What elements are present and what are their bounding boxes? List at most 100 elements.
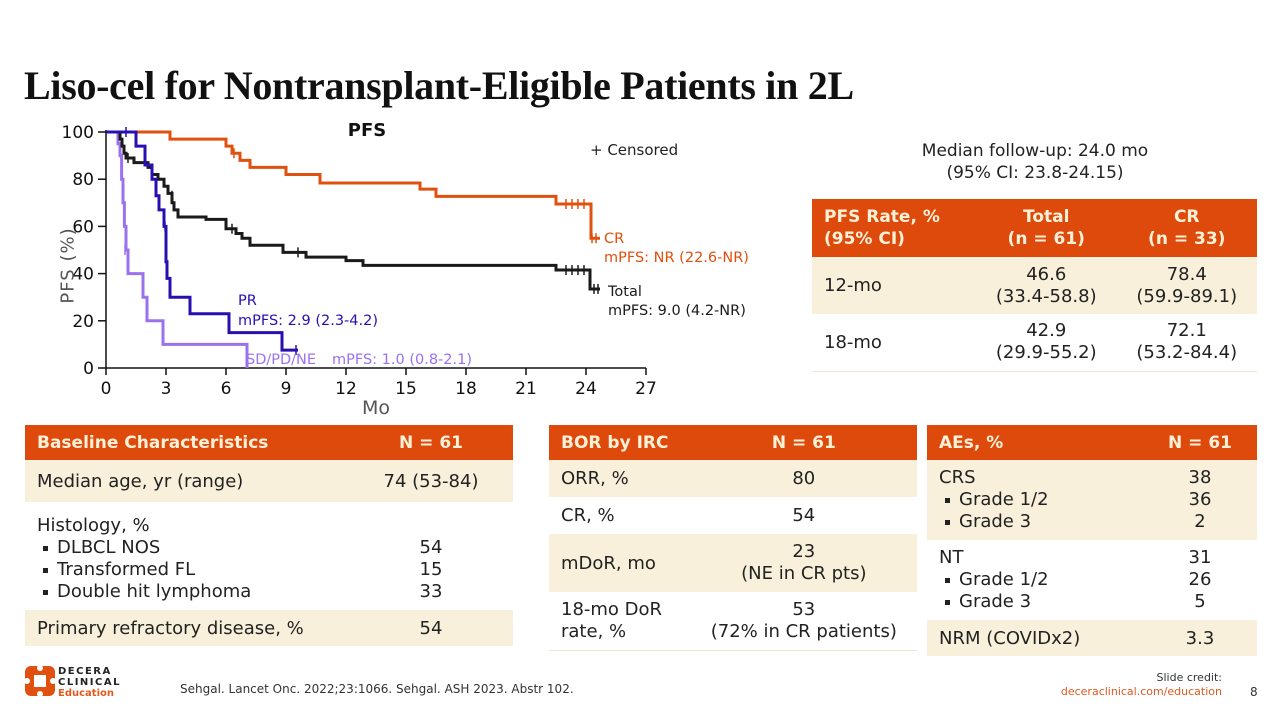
header-text: (95% CI) [824, 229, 905, 249]
pfs-rate-table: PFS Rate, % (95% CI) Total (n = 61) CR (… [812, 199, 1257, 372]
table-row: mDoR, mo 23 (NE in CR pts) [549, 534, 917, 592]
pfs-header-cr: CR (n = 33) [1116, 199, 1257, 257]
pfs-header-rate: PFS Rate, % (95% CI) [812, 199, 976, 257]
list-item: Grade 1/2 [939, 569, 1131, 591]
table-row: 12-mo 46.6 (33.4-58.8) 78.4 (59.9-89.1) [812, 257, 1257, 314]
histology-values: 54 15 33 [349, 502, 513, 610]
decera-logo-icon [25, 666, 55, 696]
row-value: 15 [419, 559, 443, 580]
list-item: Grade 3 [939, 591, 1131, 613]
followup-line2: (95% CI: 23.8-24.15) [946, 163, 1124, 183]
credit-link[interactable]: deceraclinical.com/education [1060, 685, 1222, 698]
row-label: 12-mo [812, 257, 976, 314]
header-text: (n = 61) [1007, 229, 1085, 249]
list-item: Grade 1/2 [939, 489, 1131, 511]
sub: (72% in CR patients) [710, 620, 897, 642]
km-curve-cr [106, 130, 600, 240]
row-label: 18-mo [812, 314, 976, 372]
series-label: CR [604, 231, 624, 247]
row-value: 80 [690, 460, 917, 497]
series-mpfs-label: mPFS: 2.9 (2.3-4.2) [238, 313, 378, 329]
row-label: ORR, % [549, 460, 691, 497]
x-tick-label: 27 [635, 379, 657, 399]
y-axis-label: PFS (%) [57, 227, 79, 304]
x-tick-label: 21 [515, 379, 537, 399]
row-label: NRM (COVIDx2) [927, 620, 1143, 656]
x-tick-label: 18 [455, 379, 477, 399]
ae-header: AEs, % N = 61 [927, 425, 1257, 460]
series-label: SD/PD/NE [246, 352, 316, 368]
value: 78.4 [1166, 263, 1207, 285]
histology-cell: Histology, % DLBCL NOS Transformed FL Do… [25, 502, 349, 610]
crs-cell: CRS Grade 1/2 Grade 3 [927, 460, 1143, 540]
series-mpfs-label: mPFS: NR (22.6-NR) [604, 250, 749, 266]
x-tick-label: 15 [395, 379, 417, 399]
ci: (59.9-89.1) [1136, 285, 1238, 307]
page-number: 8 [1250, 685, 1258, 699]
row-value: 54 [792, 505, 816, 526]
bor-header: BOR by IRC N = 61 [549, 425, 917, 460]
row-label: Primary refractory disease, % [25, 610, 349, 646]
row-value: 74 (53-84) [349, 460, 513, 502]
list-item: Grade 3 [939, 511, 1131, 533]
label: 18-mo DoR [561, 598, 663, 620]
header-text: PFS Rate, % [824, 207, 940, 227]
value: 53 [792, 598, 816, 620]
slide-title: Liso-cel for Nontransplant-Eligible Pati… [24, 63, 854, 108]
row-value: 36 [1188, 489, 1212, 510]
decera-logo-text: DECERA CLINICAL Education [58, 666, 121, 699]
series-label: Total [607, 284, 642, 300]
nt-values: 31 26 5 [1143, 540, 1257, 620]
row-value: 5 [1194, 591, 1206, 612]
list-item: DLBCL NOS [37, 537, 337, 559]
x-tick-label: 0 [101, 379, 112, 399]
list-item: Transformed FL [37, 559, 337, 581]
ci: (33.4-58.8) [995, 285, 1097, 307]
censored-legend: + Censored [590, 141, 678, 159]
header-text: Total [1023, 207, 1070, 227]
header-label: Baseline Characteristics [25, 425, 349, 460]
cr-cell: 78.4 (59.9-89.1) [1116, 257, 1257, 314]
table-row: NRM (COVIDx2) 3.3 [927, 620, 1257, 656]
list-item: Double hit lymphoma [37, 581, 337, 603]
row-value: 33 [419, 581, 443, 602]
ae-table: AEs, % N = 61 CRS Grade 1/2 Grade 3 38 3… [927, 425, 1257, 656]
header-n: N = 61 [690, 425, 917, 460]
row-value: 54 [349, 610, 513, 646]
logo-line: CLINICAL [58, 677, 121, 688]
bor-table: BOR by IRC N = 61 ORR, % 80 CR, % 54 mDo… [549, 425, 917, 651]
table-row: Histology, % DLBCL NOS Transformed FL Do… [25, 502, 513, 610]
y-tick-label: 60 [72, 217, 94, 237]
row-value: 53 (72% in CR patients) [690, 592, 917, 651]
label: rate, % [561, 620, 627, 642]
row-value: 23 (NE in CR pts) [690, 534, 917, 592]
chart-title: PFS [348, 120, 386, 141]
credit-label: Slide credit: [1156, 671, 1223, 684]
header-label: AEs, % [927, 425, 1143, 460]
km-curve-total [106, 130, 600, 291]
row-label: 18-mo DoR rate, % [549, 592, 691, 651]
row-value: 3.3 [1143, 620, 1257, 656]
y-tick-label: 20 [72, 312, 94, 332]
header-text: CR [1173, 207, 1200, 227]
citation: Sehgal. Lancet Onc. 2022;23:1066. Sehgal… [180, 682, 574, 696]
table-row: NT Grade 1/2 Grade 3 31 26 5 [927, 540, 1257, 620]
x-tick-label: 24 [575, 379, 597, 399]
table-row: Primary refractory disease, % 54 [25, 610, 513, 646]
baseline-table: Baseline Characteristics N = 61 Median a… [25, 425, 513, 646]
row-value: 31 [1188, 547, 1212, 568]
row-value: 26 [1188, 569, 1212, 590]
cr-cell: 72.1 (53.2-84.4) [1116, 314, 1257, 372]
value: 46.6 [1026, 263, 1067, 285]
crs-values: 38 36 2 [1143, 460, 1257, 540]
followup-line1: Median follow-up: 24.0 mo [921, 141, 1149, 161]
pfs-km-chart: 0 20 40 60 80 100 0 3 6 9 12 15 18 21 24 27 Mo PFS + Censo… [62, 120, 749, 419]
x-tick-label: 3 [161, 379, 172, 399]
row-label: Median age, yr (range) [25, 460, 349, 502]
ci: (29.9-55.2) [995, 342, 1097, 364]
table-row: 18-mo 42.9 (29.9-55.2) 72.1 (53.2-84.4) [812, 314, 1257, 372]
y-tick-label: 80 [72, 170, 94, 190]
header-label: BOR by IRC [549, 425, 691, 460]
logo-line: Education [58, 688, 114, 699]
x-tick-label: 9 [281, 379, 292, 399]
